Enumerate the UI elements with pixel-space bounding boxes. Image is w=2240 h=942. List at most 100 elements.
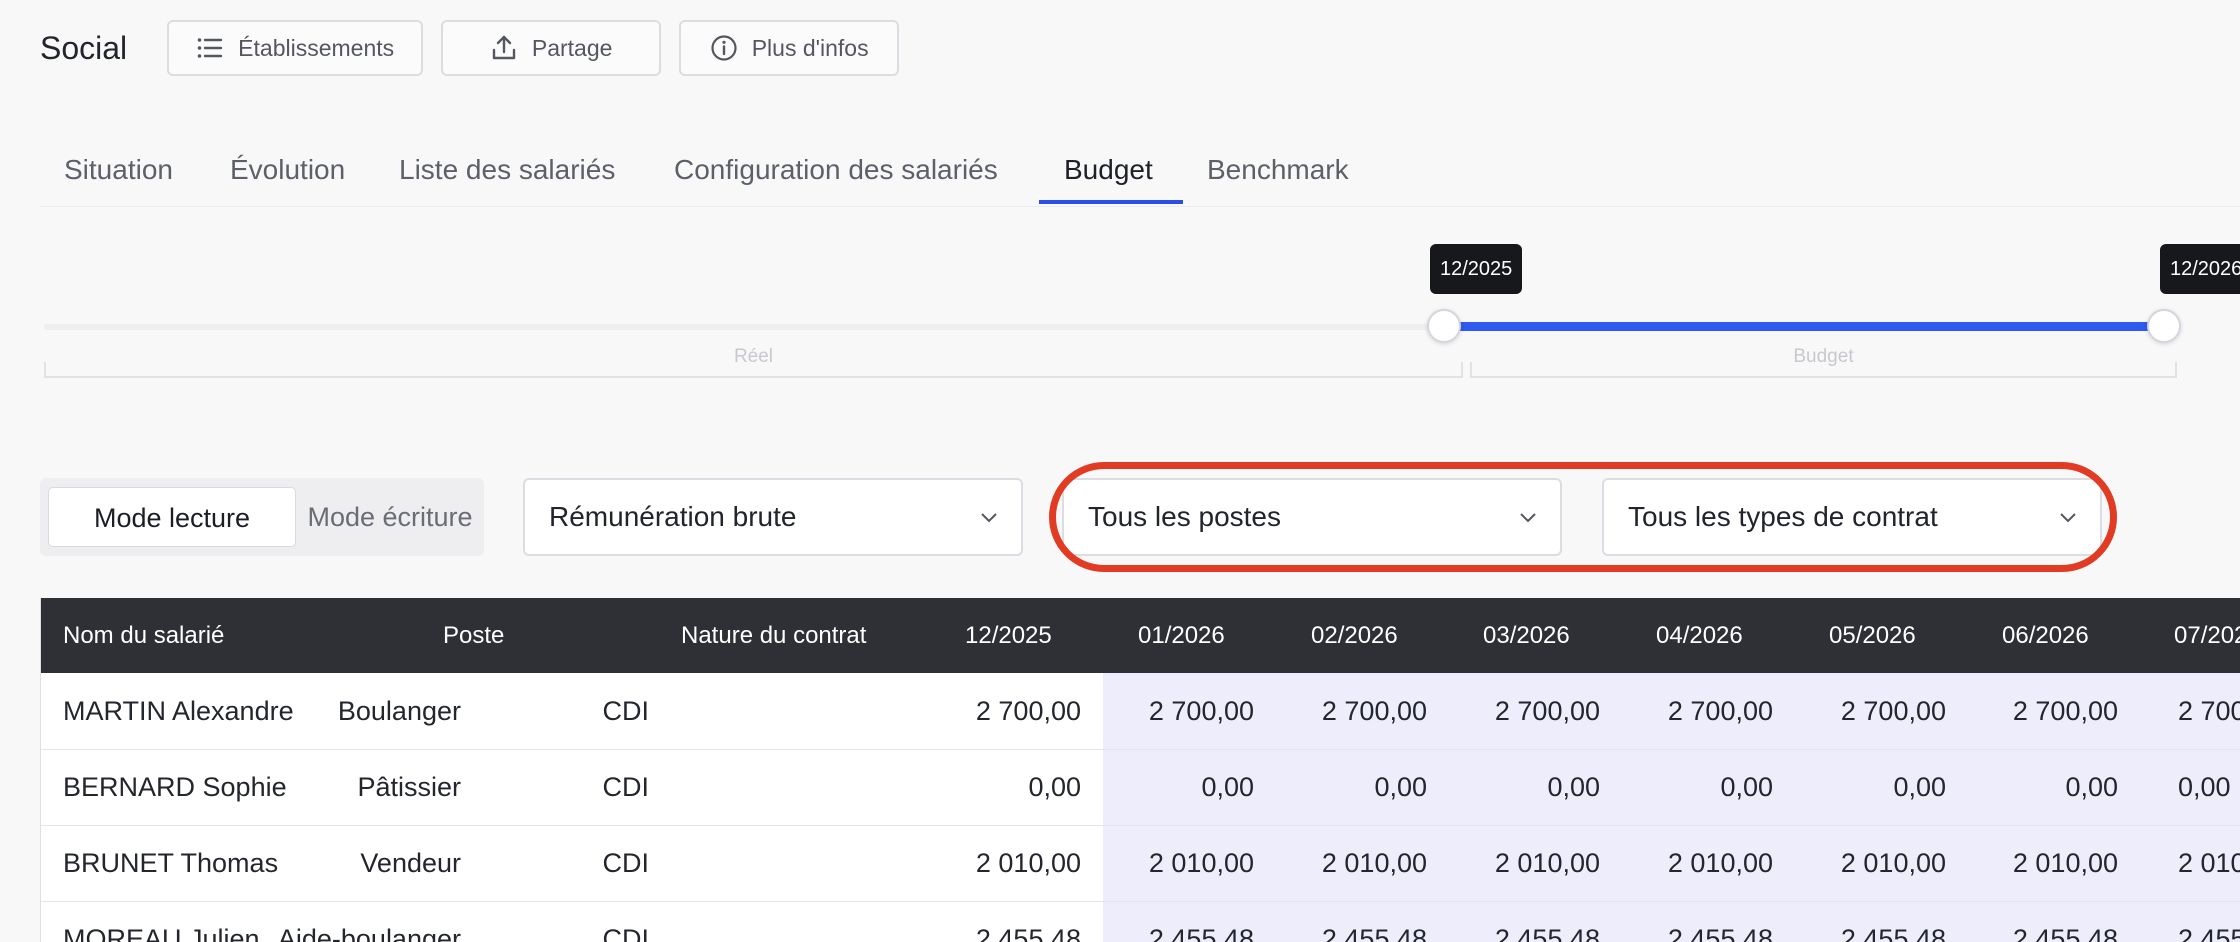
column-header-month[interactable]: 01/2026 [1138,622,1225,649]
month-value-cell: 2 010,00 [2178,848,2240,878]
real-segment-bracket [44,362,1463,378]
partage-label: Partage [531,34,613,61]
employee-name-cell: MOREAU Julien [63,924,260,942]
contract-type-select[interactable]: Tous les types de contrat [1602,478,2102,556]
chevron-down-icon [981,513,997,523]
month-value-cell: 2 010,00 [1667,848,1773,878]
column-header-poste[interactable]: Poste [443,622,505,649]
month-value-cell: 2 700,00 [1494,696,1600,726]
end-date-tooltip: 12/2026 [2160,244,2240,294]
month-value-cell: 2 010,00 [1148,848,1254,878]
month-value-cell: 0,00 [1547,772,1600,802]
contrat-cell: CDI [602,848,650,878]
contract-type-select-value: Tous les types de contrat [1628,501,1938,532]
tab-benchmark[interactable]: Benchmark [1207,154,1349,185]
table-row[interactable]: BRUNET Thomas Vendeur CDI 2 010,00 2 010,00 2… [41,825,2240,902]
month-value-cell: 2 010,00 [1321,848,1427,878]
month-value-cell: 2 455,48 [1148,924,1254,942]
month-value-cell: 2 455,48 [1667,924,1773,942]
top-bar: Social Établissements Partage Plus d'inf… [40,18,917,78]
column-header-month[interactable]: 04/2026 [1656,622,1743,649]
month-value-cell: 2 455,48 [975,924,1081,942]
employee-name-cell: BERNARD Sophie [63,772,287,802]
month-value-cell: 0,00 [1201,772,1254,802]
month-value-cell: 2 700,00 [2178,696,2240,726]
column-header-contrat[interactable]: Nature du contrat [681,622,867,649]
tab-bar: Situation Évolution Liste des salariés C… [40,140,2240,207]
contrat-cell: CDI [602,924,650,942]
metric-select-value: Rémunération brute [549,501,797,532]
tab-configuration-salaries[interactable]: Configuration des salariés [674,154,998,185]
partage-button[interactable]: Partage [441,20,662,76]
chevron-down-icon [1520,513,1536,523]
postes-select-value: Tous les postes [1088,501,1281,532]
poste-cell: Boulanger [337,696,461,726]
real-segment-label: Réel [733,346,774,367]
month-value-cell: 2 010,00 [975,848,1081,878]
mode-lecture-button[interactable]: Mode lecture [48,487,296,547]
budget-segment-bracket [1470,362,2177,378]
tab-situation[interactable]: Situation [64,154,173,185]
month-value-cell: 2 700,00 [1148,696,1254,726]
budget-segment-label: Budget [1793,346,1854,367]
budget-period-background [1103,673,2240,942]
column-header-month[interactable]: 05/2026 [1829,622,1916,649]
month-value-cell: 2 455,48 [2178,924,2240,942]
employee-name-cell: MARTIN Alexandre [63,696,294,726]
month-value-cell: 0,00 [1028,772,1081,802]
tab-budget[interactable]: Budget [1064,154,1153,185]
poste-cell: Vendeur [360,848,461,878]
column-header-month[interactable]: 07/2026 [2174,622,2240,649]
month-value-cell: 0,00 [1720,772,1773,802]
active-tab-indicator [1039,200,1183,204]
timeline-end-handle[interactable] [2147,309,2181,343]
start-date-tooltip: 12/2025 [1430,244,1523,294]
budget-table: Nom du salarié Poste Nature du contrat 1… [40,598,2240,942]
tab-evolution[interactable]: Évolution [230,154,346,185]
month-value-cell: 0,00 [1374,772,1427,802]
column-header-nom[interactable]: Nom du salarié [63,622,225,649]
plus-infos-button[interactable]: Plus d'infos [679,20,900,76]
month-value-cell: 2 455,48 [1840,924,1946,942]
contrat-cell: CDI [602,696,650,726]
metric-select[interactable]: Rémunération brute [523,478,1023,556]
mode-ecriture-button[interactable]: Mode écriture [307,502,473,532]
timeline-track[interactable] [44,324,1444,330]
info-icon [711,35,737,61]
month-value-cell: 2 010,00 [2012,848,2118,878]
list-icon [197,38,223,58]
month-value-cell: 2 455,48 [1321,924,1427,942]
column-header-month[interactable]: 06/2026 [2002,622,2089,649]
month-value-cell: 2 700,00 [975,696,1081,726]
table-row[interactable]: BERNARD Sophie Pâtissier CDI 0,00 0,00 0,00 0,… [41,749,2240,826]
share-upload-icon [492,35,516,60]
employee-name-cell: BRUNET Thomas [63,848,279,878]
month-value-cell: 2 455,48 [2012,924,2118,942]
table-header: Nom du salarié Poste Nature du contrat 1… [41,598,2240,673]
month-value-cell: 0,00 [1893,772,1946,802]
month-value-cell: 2 010,00 [1494,848,1600,878]
poste-cell: Pâtissier [357,772,461,802]
month-value-cell: 2 700,00 [1840,696,1946,726]
column-header-month[interactable]: 03/2026 [1483,622,1570,649]
column-header-month[interactable]: 02/2026 [1311,622,1398,649]
month-value-cell: 2 455,48 [1494,924,1600,942]
contrat-cell: CDI [602,772,650,802]
tab-liste-salaries[interactable]: Liste des salariés [399,154,616,185]
month-value-cell: 2 700,00 [1667,696,1773,726]
table-row[interactable]: MOREAU Julien Aide-boulanger CDI 2 455,48 2 … [41,901,2240,942]
column-header-month[interactable]: 12/2025 [965,622,1052,649]
month-value-cell: 0,00 [2065,772,2118,802]
table-row[interactable]: MARTIN Alexandre Boulanger CDI 2 700,00 2 70… [41,673,2240,750]
etablissements-label: Établissements [238,34,395,61]
timeline-selected-range [1444,322,2164,331]
month-value-cell: 0,00 [2178,772,2231,802]
etablissements-button[interactable]: Établissements [167,20,424,76]
mode-toggle: Mode lecture Mode écriture [40,478,484,556]
month-value-cell: 2 700,00 [2012,696,2118,726]
page-title: Social [40,29,128,66]
timeline-start-handle[interactable] [1427,309,1461,343]
month-value-cell: 2 010,00 [1840,848,1946,878]
poste-cell: Aide-boulanger [277,924,461,942]
highlight-annotation [1049,462,2117,572]
